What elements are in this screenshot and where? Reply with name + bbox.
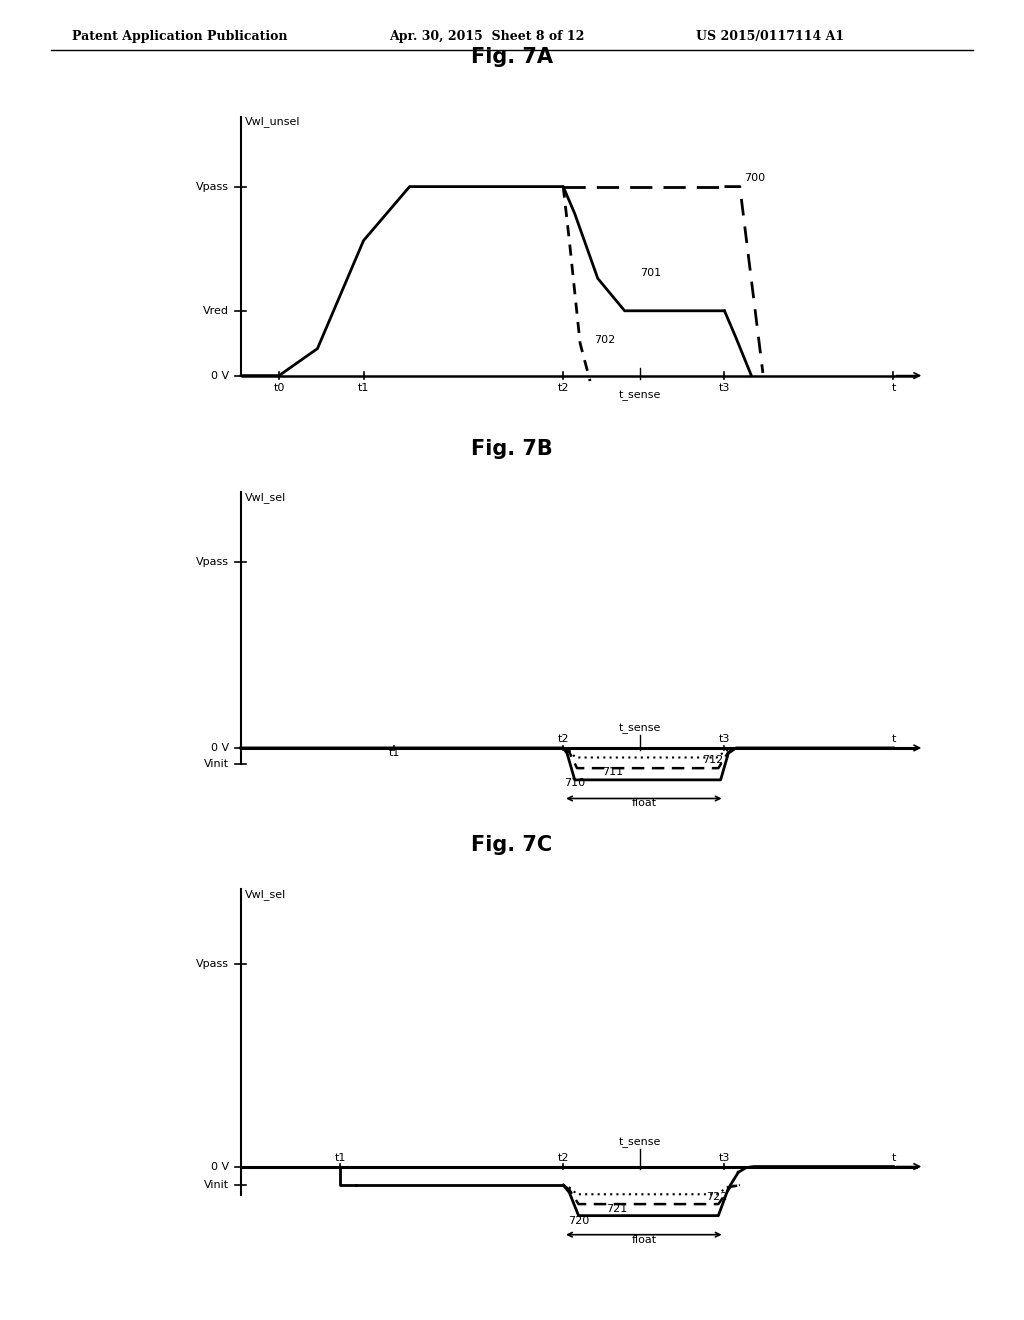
Text: Vinit: Vinit [204, 759, 229, 768]
Text: t3: t3 [719, 383, 730, 393]
Text: 702: 702 [594, 335, 615, 346]
Text: t2: t2 [557, 1152, 569, 1163]
Text: t1: t1 [388, 748, 400, 758]
Text: 711: 711 [602, 767, 624, 776]
Text: float: float [631, 1234, 656, 1245]
Text: t1: t1 [335, 1152, 346, 1163]
Text: Patent Application Publication: Patent Application Publication [72, 30, 287, 44]
Text: Vpass: Vpass [197, 557, 229, 566]
Text: Fig. 7C: Fig. 7C [471, 836, 553, 855]
Text: Fig. 7B: Fig. 7B [471, 440, 553, 459]
Text: 710: 710 [564, 779, 586, 788]
Text: 700: 700 [743, 173, 765, 183]
Text: t3: t3 [719, 734, 730, 743]
Text: t: t [891, 1152, 896, 1163]
Text: 0 V: 0 V [211, 1162, 229, 1172]
Text: t0: t0 [273, 383, 285, 393]
Text: t_sense: t_sense [618, 391, 662, 401]
Text: Vwl_sel: Vwl_sel [245, 890, 286, 900]
Text: 712: 712 [702, 755, 724, 764]
Text: t_sense: t_sense [618, 1138, 662, 1148]
Text: Vred: Vred [203, 306, 229, 315]
Text: t_sense: t_sense [618, 723, 662, 734]
Text: 0 V: 0 V [211, 371, 229, 380]
Text: 701: 701 [640, 268, 662, 277]
Text: US 2015/0117114 A1: US 2015/0117114 A1 [696, 30, 845, 44]
Text: Vinit: Vinit [204, 1180, 229, 1191]
Text: 720: 720 [568, 1216, 589, 1226]
Text: Vpass: Vpass [197, 960, 229, 969]
Text: t1: t1 [357, 383, 370, 393]
Text: float: float [631, 799, 656, 808]
Text: t3: t3 [719, 1152, 730, 1163]
Text: t2: t2 [557, 383, 569, 393]
Text: Vpass: Vpass [197, 182, 229, 191]
Text: Fig. 7A: Fig. 7A [471, 48, 553, 67]
Text: 722: 722 [707, 1192, 727, 1203]
Text: Apr. 30, 2015  Sheet 8 of 12: Apr. 30, 2015 Sheet 8 of 12 [389, 30, 585, 44]
Text: Vwl_unsel: Vwl_unsel [245, 116, 300, 127]
Text: t: t [891, 734, 896, 743]
Text: Vwl_sel: Vwl_sel [245, 492, 286, 503]
Text: 721: 721 [606, 1204, 628, 1213]
Text: t2: t2 [557, 734, 569, 743]
Text: t: t [891, 383, 896, 393]
Text: 0 V: 0 V [211, 743, 229, 752]
